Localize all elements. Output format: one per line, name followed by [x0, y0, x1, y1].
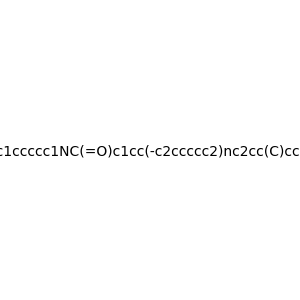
Text: Clc1ccccc1NC(=O)c1cc(-c2ccccc2)nc2cc(C)ccc12: Clc1ccccc1NC(=O)c1cc(-c2ccccc2)nc2cc(C)c… [0, 145, 300, 158]
